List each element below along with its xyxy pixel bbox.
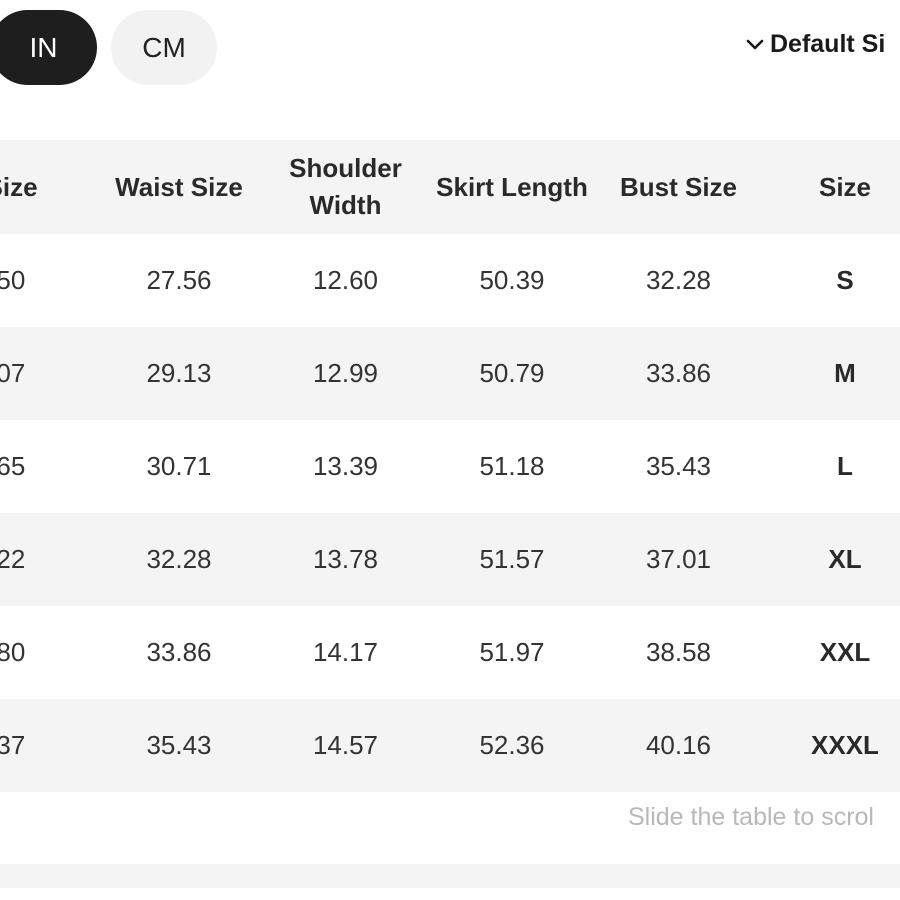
table-cell: 32.28 [146, 544, 212, 574]
header-cell: Bust Size [619, 171, 738, 202]
table-cell: 51.57 [479, 544, 545, 574]
table-cell: 4.65 [0, 451, 26, 481]
header-cell: Waist Size [115, 171, 243, 202]
table-cell: 51.18 [479, 451, 545, 481]
table-cell: 33.86 [645, 358, 712, 388]
table-row: 1.50 27.56 12.60 50.39 32.28 S [0, 234, 900, 327]
table-cell: 9.37 [0, 730, 26, 760]
table-cell: 40.16 [645, 730, 712, 760]
header-cell: Skirt Length [436, 171, 588, 202]
table-cell: 50.39 [479, 265, 545, 295]
size-label-cell: XL [828, 544, 862, 574]
table-row: 9.37 35.43 14.57 52.36 40.16 XXXL [0, 699, 900, 792]
size-label-cell: L [837, 451, 853, 481]
size-label-cell: M [834, 358, 856, 388]
table-header-row: p Size Waist Size Shoulder Width Skirt L… [0, 140, 900, 234]
table-cell: 7.80 [0, 637, 26, 667]
table-row: 5.22 32.28 13.78 51.57 37.01 XL [0, 513, 900, 606]
table-cell: 52.36 [479, 730, 545, 760]
table-row: 7.80 33.86 14.17 51.97 38.58 XXL [0, 606, 900, 699]
bottom-divider [0, 864, 900, 888]
table-cell: 14.57 [312, 730, 379, 760]
unit-in-button[interactable]: IN [0, 10, 97, 85]
scroll-hint: Slide the table to scrol [628, 803, 874, 831]
header-cell: Shoulder Width [289, 153, 402, 220]
table-cell: 35.43 [146, 730, 212, 760]
table-cell: 30.71 [146, 451, 212, 481]
table-cell: 50.79 [479, 358, 545, 388]
table-cell: 32.28 [645, 265, 712, 295]
table-cell: 12.60 [312, 265, 379, 295]
table-cell: 12.99 [312, 358, 379, 388]
table-cell: 51.97 [479, 637, 545, 667]
unit-cm-button[interactable]: CM [111, 10, 217, 85]
table-row: 3.07 29.13 12.99 50.79 33.86 M [0, 327, 900, 420]
header-cell: Size [818, 171, 872, 202]
table-cell: 13.39 [312, 451, 379, 481]
table-cell: 14.17 [312, 637, 379, 667]
chevron-down-icon [746, 39, 764, 49]
size-table[interactable]: p Size Waist Size Shoulder Width Skirt L… [0, 140, 900, 792]
table-cell: 1.50 [0, 265, 26, 295]
table-cell: 3.07 [0, 358, 26, 388]
table-cell: 13.78 [312, 544, 379, 574]
table-cell: 35.43 [645, 451, 712, 481]
table-cell: 33.86 [146, 637, 212, 667]
table-row: 4.65 30.71 13.39 51.18 35.43 L [0, 420, 900, 513]
size-label-cell: S [836, 265, 854, 295]
default-size-label: Default Si [770, 30, 886, 58]
unit-in-label: IN [29, 31, 58, 63]
size-label-cell: XXL [819, 637, 871, 667]
table-cell: 37.01 [645, 544, 712, 574]
header-cell: p Size [0, 171, 38, 202]
table-cell: 27.56 [146, 265, 212, 295]
table-cell: 38.58 [645, 637, 712, 667]
unit-cm-label: CM [142, 31, 186, 63]
table-cell: 29.13 [146, 358, 212, 388]
table-cell: 5.22 [0, 544, 26, 574]
default-size-dropdown[interactable]: Default Si [746, 30, 885, 59]
size-label-cell: XXXL [811, 730, 879, 760]
